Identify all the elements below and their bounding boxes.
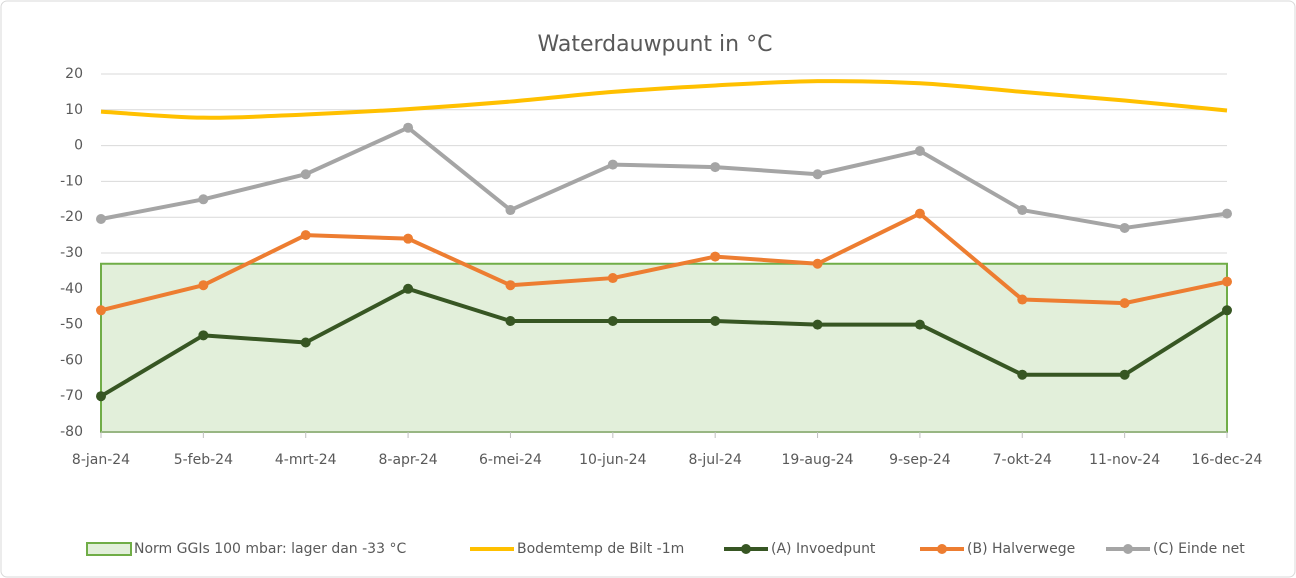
series-line [100,79,1228,120]
y-tick-label: -30 [60,245,83,261]
x-tick-label: 6-mei-24 [479,452,542,468]
legend-marker [1123,544,1133,554]
y-tick-label: 10 [65,102,83,118]
x-tick-label: 8-jul-24 [688,452,742,468]
marker [607,159,618,170]
marker [1222,208,1232,219]
y-tick-label: -40 [60,281,83,297]
marker [710,251,721,262]
y-tick-label: -60 [60,352,83,368]
marker [1119,369,1130,380]
y-tick-label: -50 [60,317,83,333]
marker [1119,298,1130,309]
marker [914,145,925,156]
x-tick-label: 7-okt-24 [993,452,1052,468]
chart-title: Waterdauwpunt in °C [538,32,773,57]
legend-label: (B) Halverwege [967,541,1075,557]
marker [710,316,721,327]
legend-label: Norm GGIs 100 mbar: lager dan -33 °C [134,541,406,557]
marker [812,169,823,180]
x-tick-label: 16-dec-24 [1192,452,1263,468]
marker [505,280,516,291]
marker [198,194,209,205]
marker [812,319,823,330]
marker [1017,369,1028,380]
legend-swatch [86,542,132,556]
marker [812,258,823,269]
x-tick-label: 8-apr-24 [379,452,438,468]
marker [1222,305,1232,316]
marker [914,208,925,219]
y-tick-label: -80 [60,424,83,440]
x-tick-label: 9-sep-24 [889,452,951,468]
marker [300,230,311,241]
marker [1017,205,1028,216]
legend-label: Bodemtemp de Bilt -1m [517,541,684,557]
x-tick-label: 8-jan-24 [72,452,130,468]
marker [1119,222,1130,233]
marker [1017,294,1028,305]
x-tick-label: 11-nov-24 [1089,452,1160,468]
series-line [100,211,1228,313]
marker [300,337,311,348]
y-tick-label: -20 [60,209,83,225]
marker [1222,276,1232,287]
marker [96,305,106,316]
marker [505,316,516,327]
x-tick-label: 4-mrt-24 [275,452,337,468]
marker [914,319,925,330]
marker [403,283,414,294]
x-tick-label: 5-feb-24 [174,452,233,468]
legend-marker [937,544,947,554]
marker [607,273,618,284]
series-line [100,125,1228,230]
marker [607,316,618,327]
legend-label: (A) Invoedpunt [771,541,876,557]
norm-area [100,262,1228,433]
x-tick-label: 10-jun-24 [579,452,646,468]
series-line [99,286,1229,398]
y-tick-label: -10 [60,173,83,189]
marker [403,233,414,244]
marker [96,213,106,224]
legend-label: (C) Einde net [1153,541,1245,557]
marker [710,162,721,173]
legend-marker [741,544,751,554]
marker [198,330,209,341]
marker [198,280,209,291]
y-tick-label: -70 [60,388,83,404]
marker [300,169,311,180]
y-tick-label: 0 [74,138,83,154]
marker [505,205,516,216]
y-tick-label: 20 [65,66,83,82]
marker [403,122,414,133]
x-tick-label: 19-aug-24 [782,452,854,468]
marker [96,391,106,402]
